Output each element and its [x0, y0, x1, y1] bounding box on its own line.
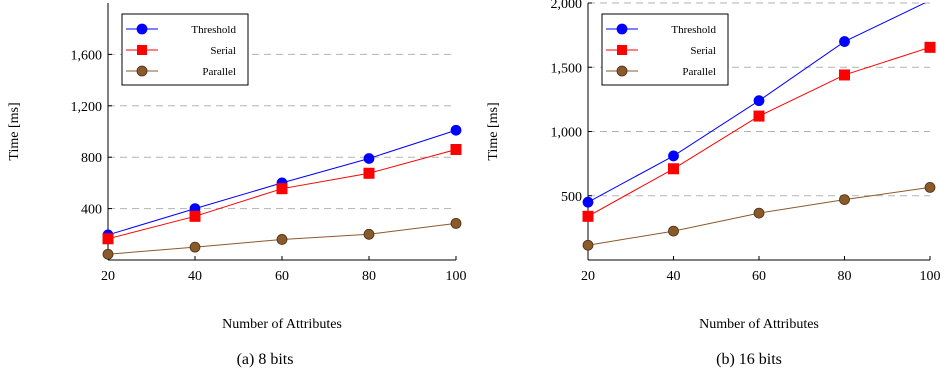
x-tick-label: 80 [838, 269, 852, 284]
y-tick-label: 800 [81, 151, 102, 166]
legend: Threshold Serial Parallel [121, 13, 249, 86]
legend-marker [616, 23, 628, 35]
series-parallel [102, 217, 462, 260]
data-point [753, 110, 765, 122]
data-point [102, 248, 114, 260]
series-serial [102, 143, 462, 245]
legend-marker [136, 65, 148, 77]
x-tick-label: 40 [667, 269, 681, 284]
data-point [668, 150, 679, 162]
data-point [668, 225, 679, 237]
y-tick-label: 1,500 [551, 61, 583, 76]
data-point [276, 234, 288, 245]
data-point [450, 217, 462, 229]
data-point [839, 194, 850, 206]
series-threshold [582, 3, 926, 208]
data-point [753, 207, 765, 219]
series-parallel [582, 181, 936, 251]
x-tick-label: 100 [446, 269, 467, 284]
data-point [924, 41, 936, 53]
y-tick-label: 400 [81, 203, 102, 218]
data-point [276, 183, 288, 195]
data-point [363, 228, 375, 240]
data-point [450, 143, 462, 155]
chart-panel-1: 400 800 1,200 1,600 20 40 60 80 100 Number of Att… [7, 3, 467, 368]
legend: Threshold Serial Parallel [601, 13, 729, 86]
data-point [582, 239, 594, 251]
x-tick-label: 20 [581, 269, 595, 284]
data-point [363, 167, 375, 179]
legend-label: Serial [690, 45, 716, 57]
data-point [668, 163, 679, 175]
data-point [582, 210, 594, 222]
y-tick-label: 1,200 [71, 100, 103, 115]
x-tick-label: 60 [752, 269, 766, 284]
series-threshold [102, 124, 462, 241]
legend-marker [137, 45, 147, 55]
x-tick-label: 40 [188, 269, 202, 284]
data-point [189, 210, 201, 222]
y-tick-label: 1,600 [71, 48, 103, 63]
legend-label: Parallel [682, 66, 716, 78]
x-axis-label: Number of Attributes [699, 317, 819, 332]
y-tick-label: 500 [561, 190, 582, 205]
legend-marker [136, 23, 148, 35]
y-axis-label: Time [ms] [486, 102, 501, 160]
x-tick-label: 100 [920, 269, 941, 284]
legend-label: Threshold [671, 24, 716, 36]
series-serial [582, 41, 936, 222]
x-axis-label: Number of Attributes [222, 317, 342, 332]
y-tick-label: 2,000 [551, 0, 583, 12]
data-point [102, 233, 114, 245]
panel-caption: (b) 16 bits [716, 351, 782, 368]
x-tick-label: 80 [362, 269, 376, 284]
x-tick-label: 60 [275, 269, 289, 284]
y-axis-label: Time [ms] [7, 102, 22, 160]
data-point [363, 153, 375, 164]
data-point [450, 124, 462, 136]
data-point [753, 95, 765, 107]
data-point [189, 241, 201, 253]
legend-label: Parallel [202, 66, 236, 78]
data-point [924, 181, 936, 193]
legend-marker [616, 65, 628, 77]
panel-caption: (a) 8 bits [237, 351, 294, 368]
data-point [839, 36, 850, 47]
legend-label: Threshold [191, 24, 236, 36]
data-point [839, 69, 850, 81]
y-tick-label: 1,000 [551, 126, 583, 141]
legend-label: Serial [210, 45, 236, 57]
chart-panel-2: 500 1,000 1,500 2,000 20 40 60 80 100 Number of A… [486, 0, 941, 368]
x-tick-label: 20 [101, 269, 115, 284]
legend-marker [617, 45, 627, 55]
data-point [582, 196, 594, 208]
